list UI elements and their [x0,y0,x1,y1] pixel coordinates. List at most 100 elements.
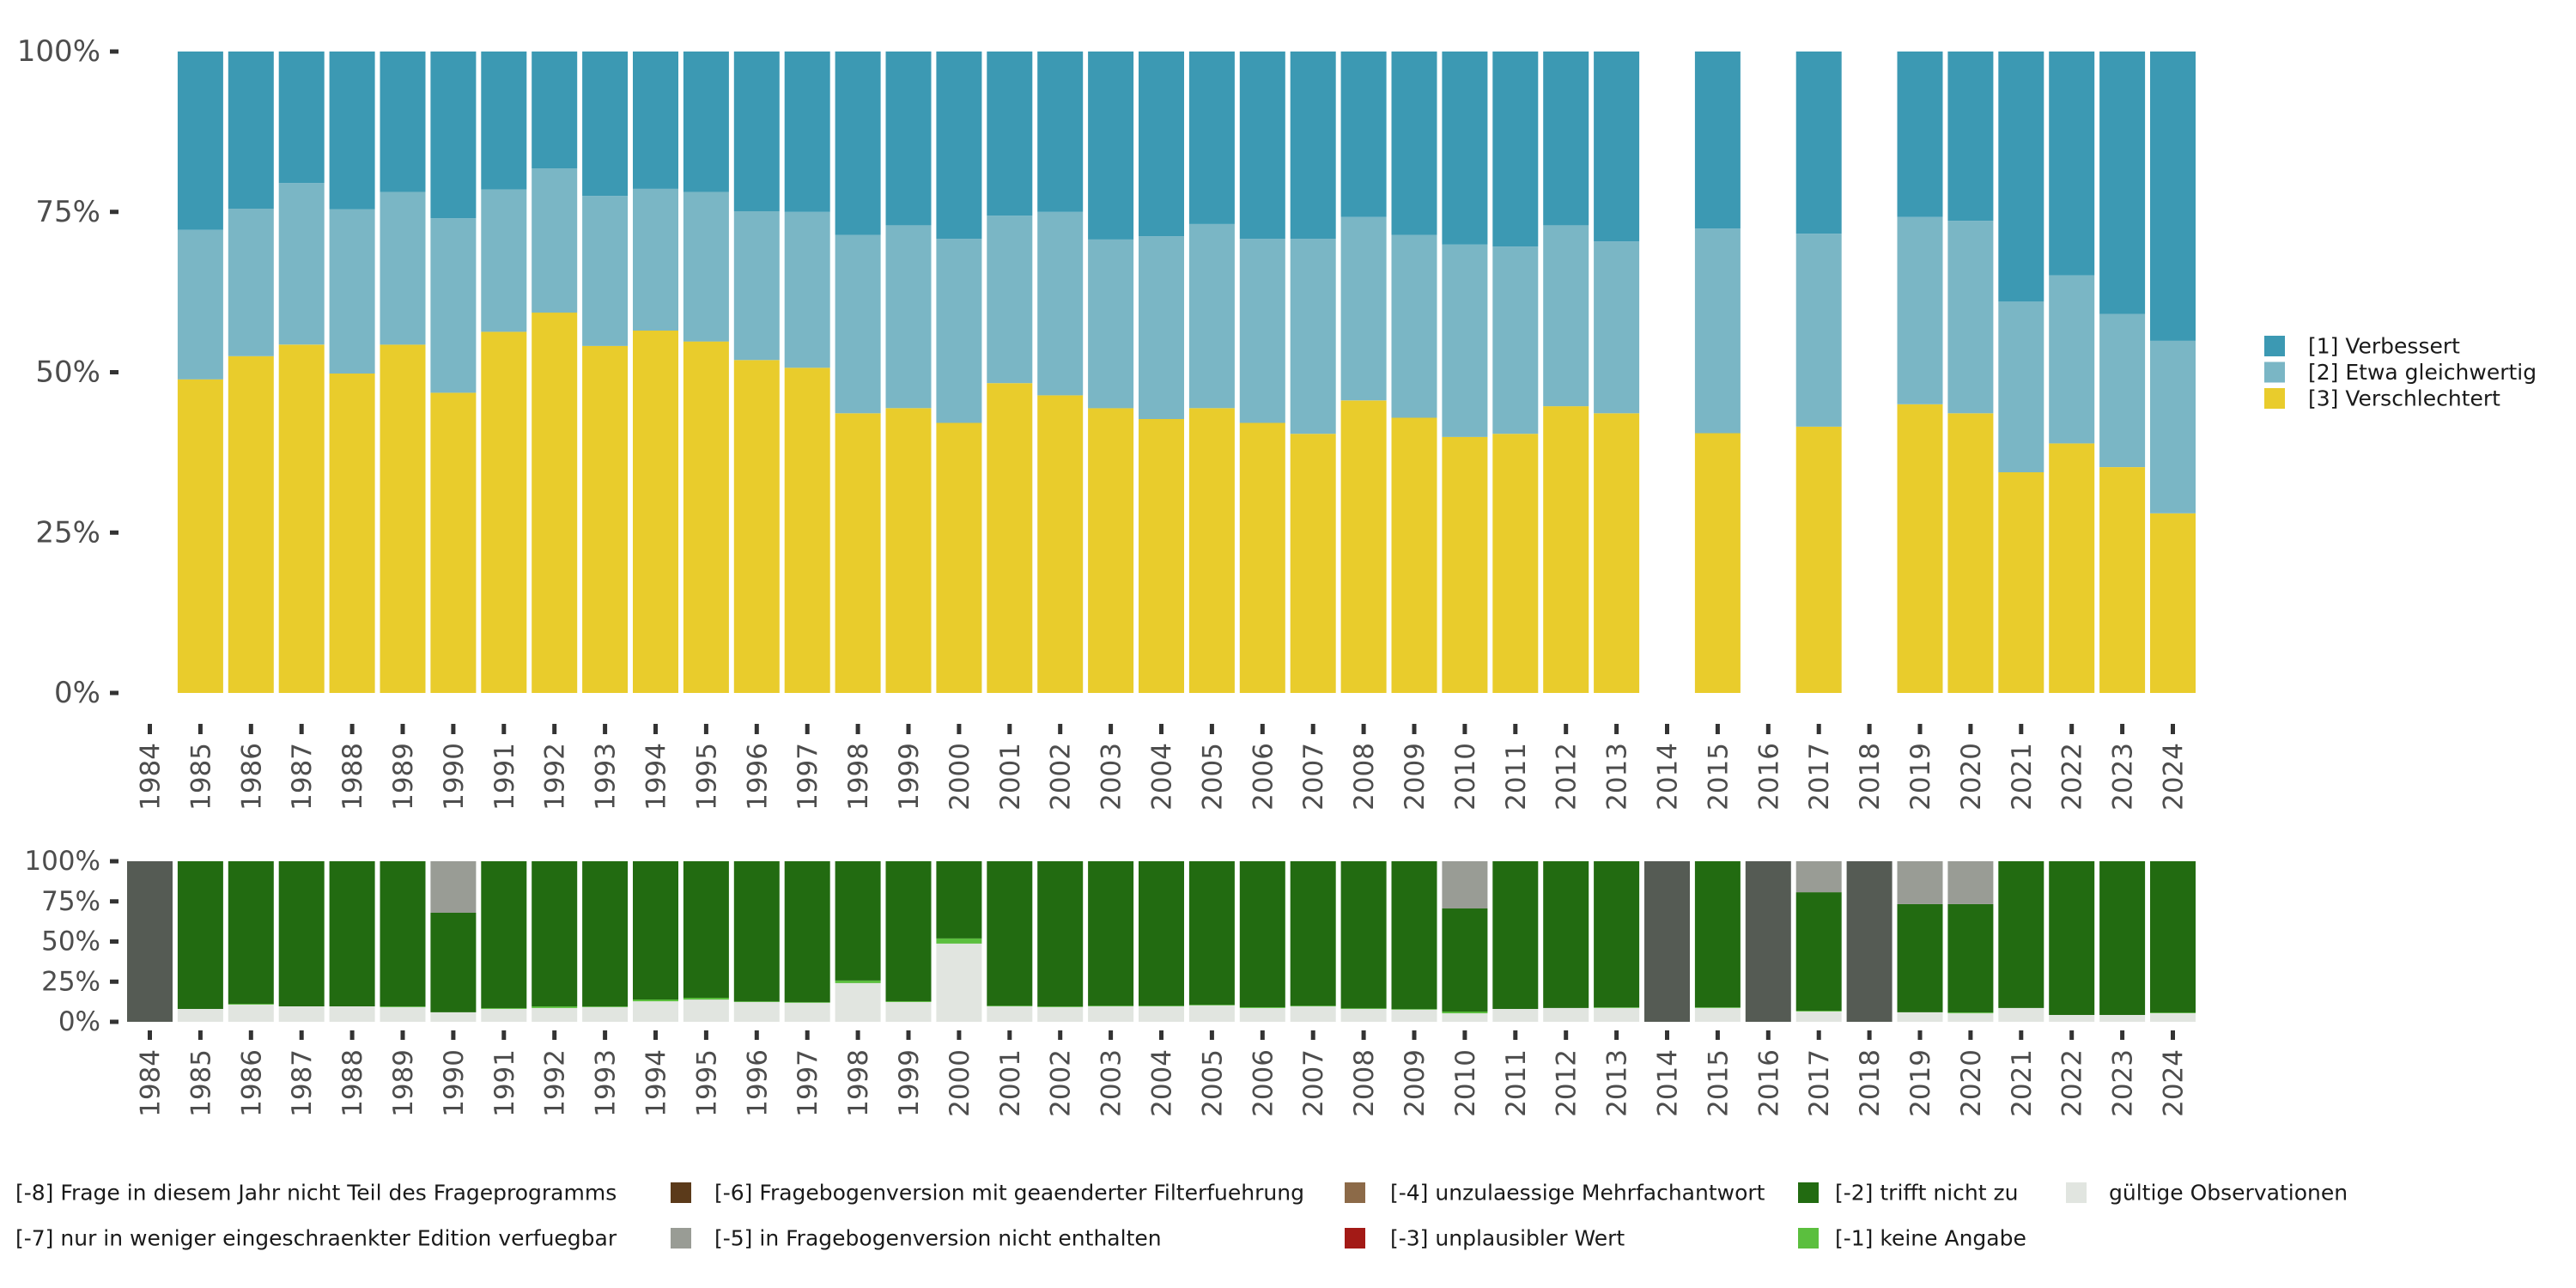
bar-segment-2020-s2 [1947,903,1994,1013]
bar-segment-1997-s2 [784,861,830,1003]
bar-segment-2022-s2 [2049,52,2095,276]
bar-segment-2017-s5 [1795,861,1842,893]
x-tick-label: 2011 [1501,743,1532,811]
bar-segment-2002-s1 [1037,1006,1084,1007]
x-tick-label: 2004 [1147,743,1178,811]
x-tick-label: 1998 [843,743,874,811]
bar-segment-2006-s0 [1239,422,1285,693]
legend-label: [1] Verbessert [2308,334,2460,359]
x-tick-label: 2022 [2057,743,2088,811]
x-tick-label: 2012 [1552,743,1583,811]
top-x-axis: 1984 1985 1986 1987 1988 1989 1990 1991 1992 1993… [136,724,2190,811]
bar-segment-1994-s0 [633,1001,678,1022]
bar-segment-1993-s0 [582,345,629,693]
bar-segment-1985-s2 [177,861,223,1009]
bar-segment-1996-s2 [733,861,780,1002]
x-tick-label: 2022 [2057,1049,2088,1117]
bar-segment-2023-s0 [2099,1015,2146,1022]
bar-segment-2000-s0 [936,943,982,1022]
bar-segment-1987-s1 [278,183,325,345]
bar-segment-1989-s0 [380,1007,426,1022]
bar-segment-2023-s0 [2099,467,2146,693]
bar-segment-1990-s2 [430,52,477,219]
bar-segment-2009-s0 [1391,417,1437,693]
bar-segment-1986-s0 [228,355,274,693]
x-tick-label: 2014 [1653,743,1684,811]
top-legend: [1] Verbessert[2] Etwa gleichwertig[3] V… [2264,334,2537,411]
x-tick-label: 1985 [185,1049,216,1117]
bar-segment-2007-s2 [1290,861,1336,1006]
x-tick-label: 2009 [1400,1049,1431,1117]
bar-segment-2019-s2 [1897,52,1943,217]
bar-segment-1988-s0 [329,374,375,693]
bar-segment-2011-s2 [1492,861,1539,1009]
x-tick-label: 1995 [691,1049,722,1117]
bar-segment-2008-s0 [1340,400,1387,693]
x-tick-label: 1989 [388,1049,419,1117]
bar-segment-2023-s2 [2099,861,2146,1015]
x-tick-label: 2017 [1804,743,1835,811]
bar-segment-2001-s0 [987,383,1033,693]
legend-label: [-1] keine Angabe [1835,1226,2026,1251]
bar-segment-2007-s1 [1290,1005,1336,1006]
x-tick-label: 2000 [945,743,975,811]
top-y-axis: 0% 25% 50% 75% 100% [17,34,118,710]
legend-label: [3] Verschlechtert [2308,386,2500,411]
bar-segment-1989-s2 [380,52,426,192]
y-tick-label: 25% [35,515,100,550]
bar-segment-1989-s2 [380,861,426,1007]
top-stacked-bar-plot [177,52,2196,693]
x-tick-label: 1992 [540,1049,571,1117]
bar-segment-2000-s1 [936,239,982,423]
x-tick-label: 2016 [1753,743,1784,811]
bar-segment-2004-s0 [1139,419,1184,693]
x-tick-label: 2015 [1703,1049,1734,1117]
bar-segment-2016-s8 [1745,861,1791,1022]
bar-segment-2012-s1 [1543,225,1589,407]
x-tick-label: 2019 [1905,1049,1936,1117]
bar-segment-1989-s1 [380,1006,426,1007]
bar-segment-1998-s0 [835,982,881,1022]
bar-segment-1985-s1 [177,229,223,380]
bar-segment-1990-s0 [430,392,477,693]
bar-segment-2009-s2 [1391,52,1437,235]
bar-segment-2024-s0 [2150,513,2196,693]
bar-segment-2022-s0 [2049,1015,2095,1022]
bar-segment-2021-s2 [1998,861,2044,1008]
x-tick-label: 1994 [641,743,672,811]
x-tick-label: 2015 [1703,743,1734,811]
bar-segment-1991-s2 [481,861,527,1009]
bar-segment-2018-s8 [1846,861,1893,1022]
x-tick-label: 1993 [591,743,622,811]
bar-segment-2015-s1 [1694,228,1741,434]
bar-segment-2000-s2 [936,861,982,939]
y-tick-label: 0% [58,1006,100,1037]
bar-segment-2008-s2 [1340,52,1387,217]
x-tick-label: 1999 [894,1049,925,1117]
bar-segment-1986-s1 [228,209,274,356]
bar-segment-2004-s2 [1139,52,1184,237]
bar-segment-2023-s2 [2099,52,2146,314]
bar-segment-2020-s1 [1947,221,1994,414]
x-tick-label: 2006 [1248,743,1279,811]
legend-label: gültige Observationen [2109,1181,2348,1206]
bottom-x-axis: 1984 1985 1986 1987 1988 1989 1990 1991 1992 1993… [136,1030,2190,1117]
x-tick-label: 2013 [1602,743,1633,811]
bar-segment-2010-s2 [1442,908,1488,1012]
bar-segment-2017-s0 [1795,427,1842,693]
bar-segment-2015-s0 [1694,433,1741,693]
bar-segment-2015-s2 [1694,861,1741,1008]
x-tick-label: 2005 [1197,743,1228,811]
bar-segment-1997-s1 [784,211,830,368]
bar-segment-1999-s2 [885,52,932,226]
legend-key [2264,361,2285,383]
x-tick-label: 1988 [337,1049,368,1117]
x-tick-label: 1999 [894,743,925,811]
bar-segment-2001-s2 [987,861,1033,1006]
bar-segment-2008-s1 [1340,216,1387,401]
y-tick-label: 0% [54,676,100,710]
bar-segment-1989-s0 [380,344,426,693]
bar-segment-2009-s1 [1391,234,1437,418]
x-tick-label: 2010 [1450,743,1481,811]
